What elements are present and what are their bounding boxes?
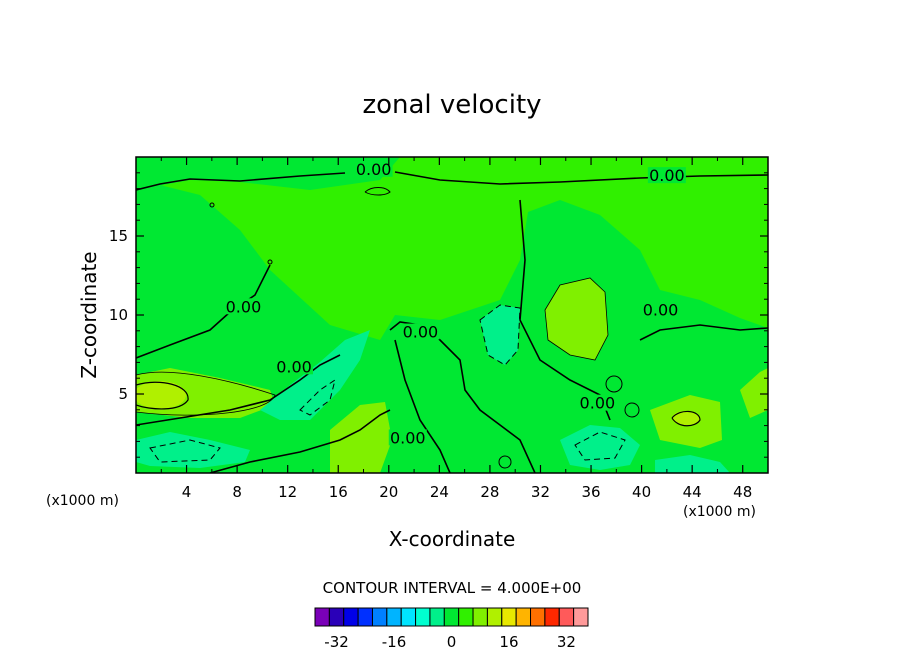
x-tick-label: 4 (182, 483, 192, 501)
colorbar-swatch (343, 607, 359, 627)
colorbar-tick-label: 16 (499, 633, 518, 651)
colorbar-tick-label: -16 (382, 633, 407, 651)
x-tick-label: 8 (232, 483, 242, 501)
contour-label: 0.00 (643, 300, 679, 319)
right-mid-blob (545, 278, 608, 360)
contour-label-bg (578, 394, 617, 411)
x-unit-right: (x1000 m) (683, 504, 756, 520)
bottom-right-cyan (560, 425, 640, 470)
contour-neg-left (149, 439, 221, 463)
mid-cyan-band (260, 330, 370, 420)
contour-label-bg (647, 167, 686, 184)
colorbar-swatch (458, 607, 474, 627)
y-tick-label: 5 (118, 385, 128, 403)
contour-zero-bottom (209, 409, 391, 473)
left-core (136, 381, 186, 409)
colorbar-swatch (429, 607, 445, 627)
y-tick-label: 15 (109, 227, 128, 245)
colorbar-swatch (386, 607, 402, 627)
y-ticks: 5 10 15 (109, 172, 768, 458)
contour-pos-lowright (671, 410, 701, 427)
contour-neg-center (479, 304, 521, 366)
contour-label-bg (224, 298, 263, 315)
contour-label-bg (401, 323, 440, 340)
contour-small-4 (267, 259, 273, 265)
contour-label: 0.00 (403, 323, 439, 342)
colorbar-swatch (530, 607, 546, 627)
colorbar-swatch (558, 607, 575, 627)
x-ticks: 4 8 12 16 20 24 28 32 36 40 44 48 (160, 157, 752, 501)
x-tick-label: 28 (480, 483, 499, 501)
contour-label: 0.00 (580, 394, 616, 413)
chart-title: zonal velocity (362, 90, 541, 120)
bottom-right-cyan-2 (655, 455, 730, 473)
contour-label: 0.00 (226, 297, 262, 316)
colorbar-tick-label: 0 (447, 633, 457, 651)
contour-neg-mid (299, 378, 336, 416)
colorbar-tick-label: -32 (324, 633, 349, 651)
colorbar-swatch (515, 607, 532, 627)
contour-neg-bottomright (574, 431, 626, 461)
contour-small-3 (498, 455, 512, 469)
left-cyan-band (136, 432, 250, 468)
contour-zero-center2 (394, 339, 451, 473)
contour-small-2 (624, 402, 640, 418)
colorbar-swatch (415, 607, 431, 627)
x-tick-label: 36 (581, 483, 600, 501)
colorbar-tick-label: 32 (557, 633, 576, 651)
contour-label: 0.00 (276, 357, 312, 376)
contour-label-bg (354, 160, 393, 177)
y-axis-label: Z-coordinate (77, 251, 101, 378)
x-tick-label: 40 (632, 483, 651, 501)
lower-mid-yellowgreen (330, 402, 392, 473)
contour-pos-core (136, 381, 189, 410)
contour-label: 0.00 (356, 160, 392, 179)
colorbar-swatch (400, 607, 417, 627)
colorbar-swatch (472, 607, 488, 627)
colorbar-swatch (544, 607, 560, 627)
colorbar-swatch (357, 607, 373, 627)
contour-pos-rightblob (544, 277, 609, 361)
y-tick-label: 10 (109, 306, 128, 324)
upper-left-region (136, 157, 400, 190)
contour-interval: CONTOUR INTERVAL = 4.000E+00 (323, 579, 582, 597)
colorbar-ticks: -32 -16 0 16 32 (324, 633, 576, 651)
colorbar-swatch (573, 607, 589, 627)
colorbar-swatch (314, 607, 330, 627)
contour-label-bg (641, 301, 680, 318)
x-unit-left: (x1000 m) (46, 493, 119, 509)
colorbar-swatch (328, 607, 345, 627)
contour-zero-center (389, 321, 536, 473)
upper-region (136, 157, 768, 340)
contour-small-5 (209, 202, 215, 208)
colorbar-swatch (371, 607, 388, 627)
far-right-blob (740, 368, 768, 418)
colorbar (314, 607, 589, 627)
colorbar-swatch (443, 607, 460, 627)
contour-labels: 0.00 0.00 0.00 0.00 0.00 0.00 0.00 0.00 (224, 160, 686, 447)
x-tick-label: 48 (733, 483, 752, 501)
x-tick-label: 12 (278, 483, 297, 501)
contour-small-6 (364, 187, 391, 196)
lower-right-core (672, 411, 700, 425)
center-cyan-blob (480, 305, 520, 365)
x-tick-label: 32 (531, 483, 550, 501)
x-tick-label: 20 (379, 483, 398, 501)
contour-zero-lowleft (136, 354, 341, 426)
colorbar-swatch (501, 607, 517, 627)
colorbar-swatch (486, 607, 503, 627)
contour-label-bg (275, 358, 313, 375)
contour-lines (136, 171, 768, 473)
contour-small-1 (605, 375, 623, 393)
contour-label: 0.00 (649, 166, 685, 185)
x-tick-label: 24 (430, 483, 449, 501)
contour-label: 0.00 (390, 428, 426, 447)
contour-zero-top (136, 171, 768, 191)
contour-pos-left (136, 371, 276, 416)
x-tick-label: 16 (329, 483, 348, 501)
contour-label-bg (388, 429, 427, 446)
x-axis-label: X-coordinate (389, 527, 516, 551)
x-tick-label: 44 (683, 483, 702, 501)
